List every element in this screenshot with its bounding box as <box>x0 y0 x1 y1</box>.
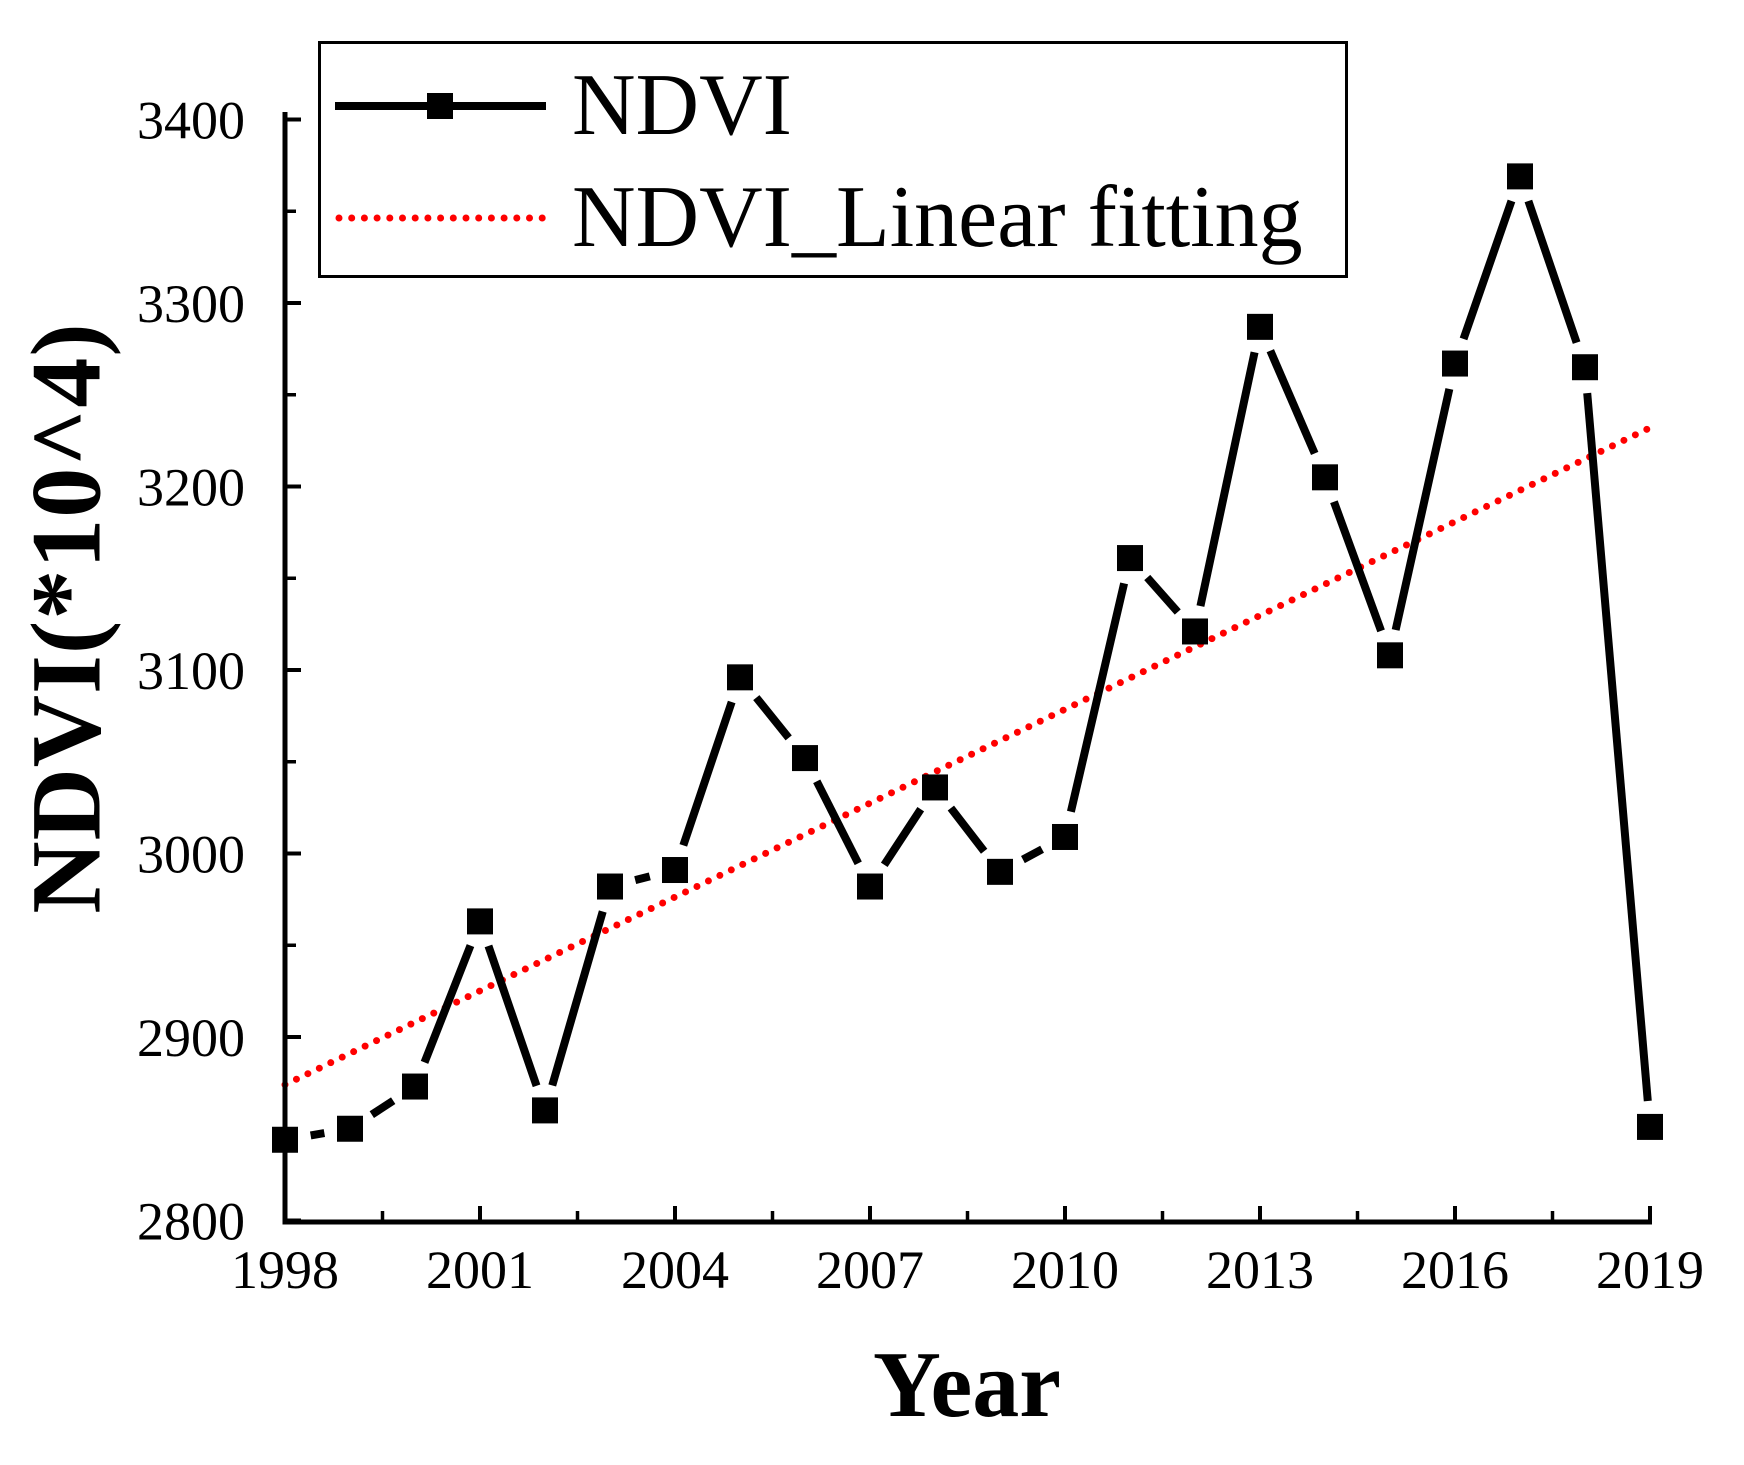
ndvi-line-segment <box>1144 574 1181 615</box>
y-tick-label: 3100 <box>137 641 245 701</box>
ndvi-data-point <box>922 774 948 801</box>
legend-label-ndvi: NDVI <box>572 57 792 154</box>
x-tick-label: 1998 <box>231 1240 339 1300</box>
x-tick-label: 2007 <box>816 1240 924 1300</box>
ndvi-data-point <box>1507 163 1533 190</box>
y-tick-label: 2900 <box>137 1008 245 1068</box>
y-tick-label: 3300 <box>137 274 245 334</box>
ndvi-data-point <box>1377 642 1403 669</box>
legend-box: NDVI NDVI_Linear fitting <box>318 41 1348 278</box>
legend-label-linear-fitting: NDVI_Linear fitting <box>572 169 1303 266</box>
ndvi-line-segment <box>813 779 862 866</box>
ndvi-data-point <box>662 857 688 884</box>
ndvi-line-sample-icon <box>335 93 546 119</box>
ndvi-data-point <box>1442 350 1468 377</box>
ndvi-data-point <box>987 858 1013 885</box>
ndvi-data-point <box>532 1097 558 1124</box>
ndvi-data-point <box>1572 354 1598 381</box>
ndvi-data-point <box>467 908 493 935</box>
ndvi-data-point <box>727 664 753 691</box>
ndvi-data-point <box>1637 1113 1663 1140</box>
ndvi-data-point <box>1117 545 1143 572</box>
ndvi-line-segment <box>484 944 541 1088</box>
x-tick-label: 2001 <box>426 1240 534 1300</box>
ndvi-line-segment <box>634 872 651 885</box>
y-axis-title: NDVI(*10^4) <box>10 322 122 914</box>
ndvi-line-segment <box>369 1097 396 1118</box>
ndvi-line-segment <box>1330 500 1385 633</box>
y-tick-label: 3200 <box>137 458 245 518</box>
y-tick-label: 2800 <box>137 1192 245 1252</box>
ndvi-data-point <box>1052 823 1078 850</box>
ndvi-line-segment <box>753 695 792 741</box>
ndvi-line-segment <box>1266 349 1319 456</box>
ndvi-line-segment <box>1067 582 1128 813</box>
y-tick-label: 3000 <box>137 825 245 885</box>
x-tick-label: 2013 <box>1206 1240 1314 1300</box>
ndvi-line-segment <box>1021 845 1044 864</box>
ndvi-line-segment <box>1196 351 1259 607</box>
x-tick-label: 2010 <box>1011 1240 1119 1300</box>
ndvi-line-segment <box>1459 199 1516 341</box>
ndvi-line-segment <box>679 700 736 847</box>
ndvi-data-point <box>1247 313 1273 340</box>
ndvi-data-point <box>402 1073 428 1100</box>
fit-line <box>281 424 1654 1089</box>
ndvi-data-point <box>1312 464 1338 491</box>
ndvi-line-segment <box>1524 199 1581 344</box>
ndvi-line-segment <box>880 806 925 867</box>
ndvi-data-point <box>857 873 883 900</box>
ndvi-line-segment <box>947 805 988 854</box>
x-tick-label: 2004 <box>621 1240 729 1300</box>
ndvi-line-segment <box>309 1129 326 1140</box>
x-tick-label: 2019 <box>1596 1240 1704 1300</box>
ndvi-line-segment <box>420 944 475 1064</box>
x-tick-label: 2016 <box>1401 1240 1509 1300</box>
y-tick-label: 3400 <box>137 91 245 151</box>
ndvi-data-point <box>337 1115 363 1142</box>
ndvi-data-point <box>792 745 818 772</box>
ndvi-line-segment <box>1583 392 1652 1102</box>
ndvi-line-segment <box>1391 388 1454 631</box>
fit-line-sample-icon <box>335 214 547 222</box>
ndvi-data-point <box>1182 618 1208 645</box>
ndvi-line-segment <box>548 910 607 1087</box>
ndvi-data-point <box>597 873 623 900</box>
x-axis-title: Year <box>873 1333 1061 1437</box>
